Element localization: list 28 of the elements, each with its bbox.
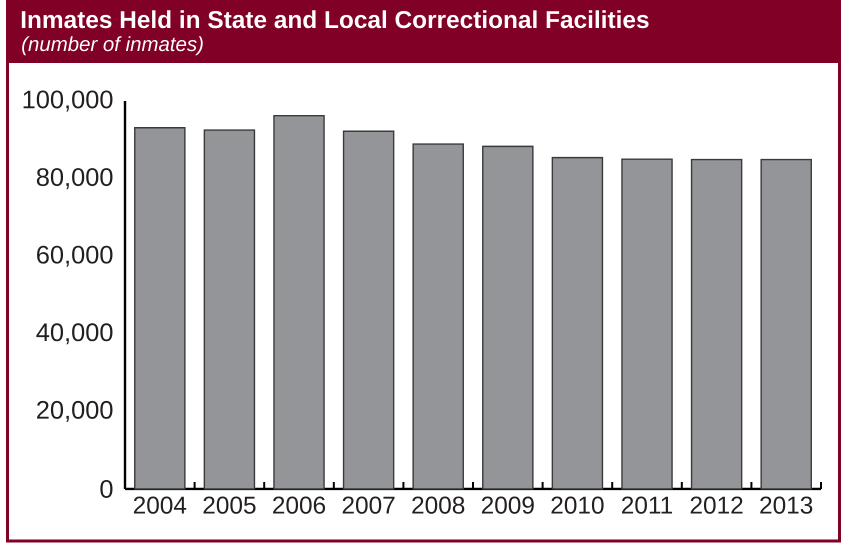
bar [621, 158, 673, 490]
x-tick-label: 2011 [622, 496, 672, 514]
chart-title: Inmates Held in State and Local Correctional Facilities [22, 10, 649, 28]
bar [273, 115, 325, 490]
chart-subtitle: (number of inmates) [22, 36, 203, 56]
x-tick-label: 2009 [482, 496, 534, 514]
x-tick-label: 2008 [412, 496, 464, 514]
x-tick-label: 2005 [203, 496, 256, 514]
y-tick-label: 100,000 [24, 90, 112, 112]
bar [690, 158, 742, 490]
bar [552, 156, 604, 490]
y-tick-label: 60,000 [37, 246, 112, 267]
bar [342, 130, 394, 490]
bar [760, 158, 812, 490]
bar [482, 146, 534, 490]
x-tick-label: 2013 [760, 496, 812, 514]
y-tick-label: 0 [100, 480, 112, 498]
x-tick-label: 2007 [342, 496, 395, 514]
x-tick-label: 2010 [551, 496, 604, 514]
y-tick-label: 80,000 [36, 168, 112, 190]
x-tick-label: 2012 [690, 496, 743, 514]
y-tick-label: 40,000 [36, 323, 112, 344]
bar [412, 143, 464, 490]
bar [134, 127, 186, 490]
bar [204, 129, 256, 490]
x-tick-label: 2006 [273, 496, 326, 514]
y-tick-label: 20,000 [37, 400, 112, 422]
x-tick-label: 2004 [134, 496, 186, 514]
